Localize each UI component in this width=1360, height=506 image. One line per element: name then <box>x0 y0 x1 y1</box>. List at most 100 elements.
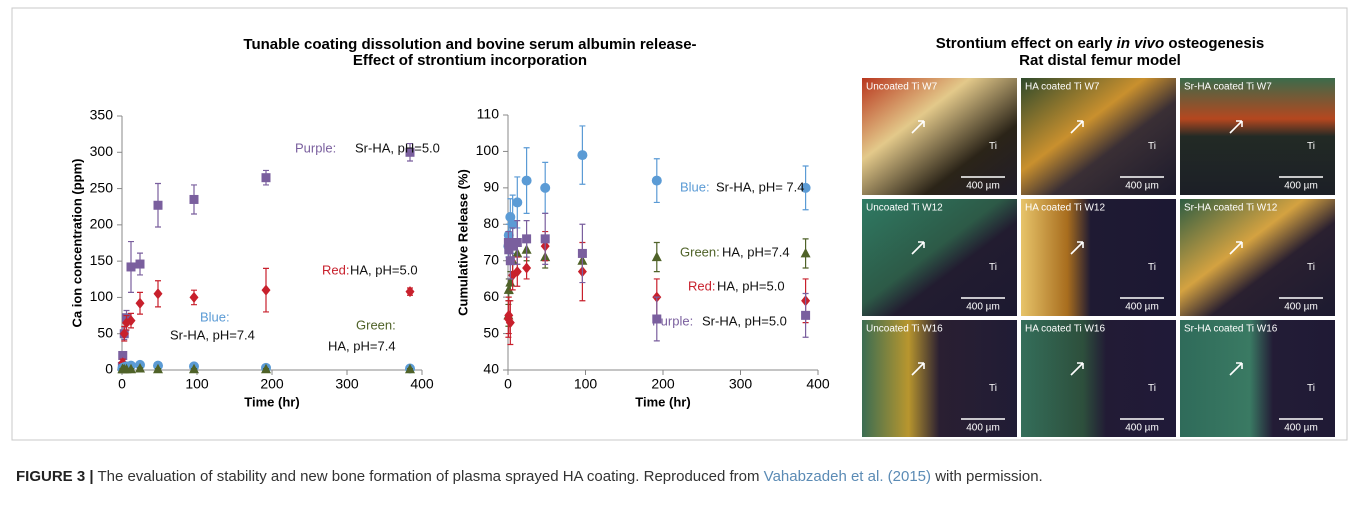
panel-title: Sr-HA coated Ti W16 <box>1184 324 1278 335</box>
marker <box>522 234 532 244</box>
series-label: Red: <box>322 262 349 277</box>
x-axis-label: Time (hr) <box>244 394 299 409</box>
arrow <box>1070 120 1084 134</box>
micrograph-image <box>1180 199 1335 316</box>
panel-ti: Ti <box>1148 262 1156 273</box>
y-tick-label: 80 <box>483 215 499 231</box>
marker <box>126 363 136 374</box>
panel-title: Uncoated Ti W16 <box>866 324 943 335</box>
marker <box>153 288 163 300</box>
micrograph: HA coated Ti W7 Ti 400 µm <box>1021 78 1176 195</box>
panel-ti: Ti <box>1148 141 1156 152</box>
micrograph: Uncoated Ti W12 Ti 400 µm <box>862 199 1017 316</box>
micrograph: Sr-HA coated Ti W12 Ti 400 µm <box>1180 199 1335 316</box>
scale-label: 400 µm <box>966 302 1000 313</box>
marker <box>652 314 662 324</box>
marker <box>405 286 415 298</box>
series-label: Green: <box>356 317 396 332</box>
marker <box>504 309 514 321</box>
arrow <box>911 362 925 376</box>
x-tick-label: 300 <box>335 376 359 392</box>
series-label: Purple: <box>652 313 693 328</box>
scale-label: 400 µm <box>966 181 1000 192</box>
micrograph-image <box>1021 199 1176 316</box>
marker <box>651 251 662 262</box>
series-label: HA, pH=7.4 <box>328 338 396 353</box>
y-tick-label: 50 <box>97 324 113 340</box>
panel-ti: Ti <box>989 383 997 394</box>
panel-ti: Ti <box>989 262 997 273</box>
series-label: HA, pH=5.0 <box>350 262 418 277</box>
panel-ti: Ti <box>1307 141 1315 152</box>
micrograph-image <box>1180 320 1335 437</box>
scale-label: 400 µm <box>1284 302 1318 313</box>
marker <box>261 173 271 183</box>
y-tick-label: 250 <box>90 179 114 195</box>
panel-ti: Ti <box>1307 383 1315 394</box>
y-tick-label: 300 <box>90 143 114 159</box>
series-label: Blue: <box>680 179 710 194</box>
x-tick-label: 200 <box>260 376 284 392</box>
panel-ti: Ti <box>989 141 997 152</box>
scale-label: 400 µm <box>1125 302 1159 313</box>
micrograph-image <box>1180 78 1335 195</box>
right-title: in vivo <box>1117 35 1165 52</box>
marker <box>508 241 518 251</box>
y-tick-label: 110 <box>477 106 500 122</box>
marker <box>577 248 587 258</box>
series-label: Blue: <box>200 309 230 324</box>
marker <box>540 182 551 193</box>
caption: FIGURE 3 | The evaluation of stability a… <box>16 468 1043 485</box>
marker <box>521 175 532 186</box>
panel-title: HA coated Ti W12 <box>1025 203 1105 214</box>
y-tick-label: 150 <box>90 252 114 268</box>
series-label: Sr-HA, pH= 7.4 <box>716 179 805 194</box>
micrograph-image <box>1021 320 1176 437</box>
right-title: Strontium effect on early in vivo osteog… <box>936 35 1264 52</box>
panel-title: Uncoated Ti W7 <box>866 82 938 93</box>
x-tick-label: 200 <box>651 376 675 392</box>
micrograph-image <box>862 199 1017 316</box>
series-label: Sr-HA, pH=7.4 <box>170 327 255 342</box>
series-label: Red: <box>688 278 715 293</box>
arrow <box>1229 120 1243 134</box>
panel-title: Sr-HA coated Ti W12 <box>1184 203 1278 214</box>
chart: 0 50 100 150 200 250 300 350 0 100 200 300 400 Time (… <box>69 107 439 410</box>
scale-label: 400 µm <box>1284 181 1318 192</box>
caption-text: with permission. <box>935 468 1043 485</box>
marker <box>512 266 522 278</box>
right-title: osteogenesis <box>1168 35 1264 52</box>
marker <box>577 150 588 161</box>
series-label: Sr-HA, pH=5.0 <box>702 313 787 328</box>
micrograph: HA coated Ti W16 Ti 400 µm <box>1021 320 1176 437</box>
panel-title: HA coated Ti W7 <box>1025 82 1100 93</box>
micrograph-image <box>862 320 1017 437</box>
marker <box>135 363 145 373</box>
y-tick-label: 350 <box>90 107 114 123</box>
marker <box>800 182 811 193</box>
y-tick-label: 70 <box>483 251 499 267</box>
arrow <box>1229 241 1243 255</box>
marker <box>503 284 514 294</box>
series-label: HA, pH=5.0 <box>717 278 785 293</box>
series-label: HA, pH=7.4 <box>722 244 790 259</box>
arrow <box>1070 241 1084 255</box>
marker <box>801 310 811 320</box>
x-tick-label: 300 <box>729 376 753 392</box>
marker <box>507 219 518 230</box>
marker <box>189 291 199 303</box>
micrograph: Uncoated Ti W16 Ti 400 µm <box>862 320 1017 437</box>
series-label: Sr-HA, pH=5.0 <box>355 140 440 155</box>
marker <box>405 147 415 157</box>
caption-link[interactable]: Vahabzadeh et al. (2015) <box>763 468 932 485</box>
marker <box>505 317 515 329</box>
scale-label: 400 µm <box>1284 423 1318 434</box>
x-tick-label: 100 <box>185 376 209 392</box>
marker <box>800 247 811 258</box>
arrow <box>911 120 925 134</box>
marker <box>512 197 523 208</box>
scale-label: 400 µm <box>966 423 1000 434</box>
micrograph: Uncoated Ti W7 Ti 400 µm <box>862 78 1017 195</box>
micrograph-image <box>1021 78 1176 195</box>
